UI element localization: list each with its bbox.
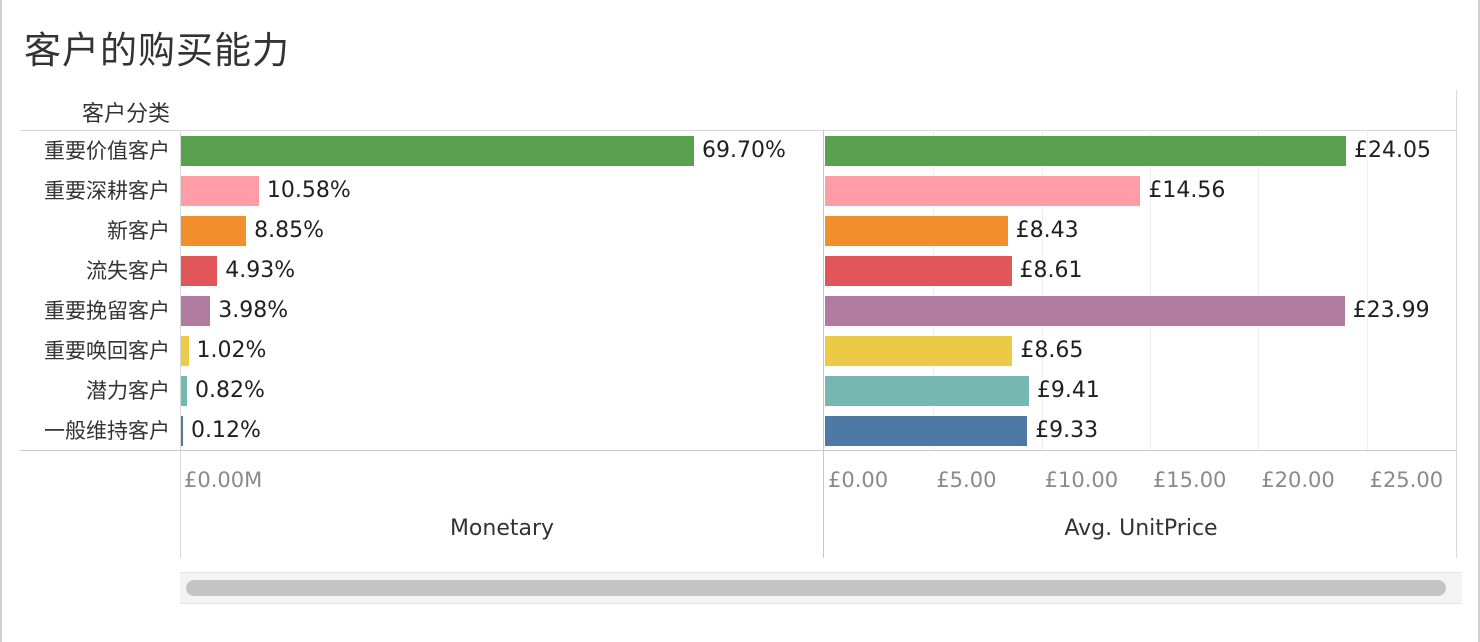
x-tick-label: £10.00: [1044, 468, 1119, 492]
x-axis-title: Monetary: [449, 516, 555, 541]
data-label: £24.05: [1354, 138, 1431, 163]
bar-unitprice: [825, 256, 1012, 286]
bar-monetary: [181, 336, 189, 366]
category-label: 一般维持客户: [44, 419, 170, 443]
axis-baseline: [20, 450, 1457, 451]
bar-monetary: [181, 416, 183, 446]
x-tick-label: £20.00: [1261, 468, 1335, 492]
gridline: [1366, 130, 1368, 450]
data-label: £8.43: [1015, 218, 1079, 243]
bar-monetary: [181, 136, 694, 166]
category-label: 重要深耕客户: [44, 179, 170, 203]
bar-monetary: [181, 256, 218, 286]
bar-unitprice: [825, 376, 1029, 406]
data-label: 4.93%: [225, 258, 296, 283]
data-label: 8.85%: [254, 218, 325, 243]
data-label: 0.82%: [195, 378, 265, 403]
x-axis-title: Avg. UnitPrice: [1064, 516, 1218, 541]
data-label: 69.70%: [702, 138, 786, 163]
gridline: [1258, 130, 1260, 450]
frame-left-border: [0, 0, 2, 642]
category-label: 潜力客户: [86, 379, 170, 403]
bar-unitprice: [825, 416, 1028, 446]
x-tick-label: £0.00M: [184, 468, 263, 492]
data-label: 0.12%: [191, 418, 261, 443]
data-label: 10.58%: [266, 178, 351, 203]
panel-divider: [823, 130, 824, 558]
data-label: £9.33: [1035, 418, 1099, 443]
category-label: 重要价值客户: [44, 139, 170, 163]
chart-title: 客户的购买能力: [24, 29, 290, 72]
header-divider-line: [20, 130, 1457, 131]
x-tick-label: £0.00: [828, 468, 889, 492]
bar-unitprice: [825, 336, 1013, 366]
data-label: 3.98%: [218, 298, 289, 323]
category-label: 新客户: [107, 219, 170, 243]
data-label: £8.65: [1020, 338, 1084, 363]
data-label: 1.02%: [196, 338, 267, 363]
bar-unitprice: [825, 136, 1346, 166]
bar-unitprice: [825, 296, 1345, 326]
bar-monetary: [181, 376, 188, 406]
data-label: £14.56: [1148, 178, 1226, 203]
x-tick-label: £15.00: [1152, 468, 1227, 492]
data-label: £8.61: [1019, 258, 1083, 283]
x-tick-label: £25.00: [1369, 468, 1444, 492]
bar-monetary: [181, 176, 259, 206]
x-tick-label: £5.00: [936, 468, 997, 492]
gridline: [1149, 130, 1151, 450]
bar-unitprice: [825, 216, 1008, 246]
category-label: 重要唤回客户: [44, 339, 170, 363]
category-label: 流失客户: [86, 259, 170, 283]
frame-right-border: [1478, 0, 1480, 642]
gridline: [1041, 130, 1043, 450]
bar-monetary: [181, 296, 211, 326]
data-label: £23.99: [1352, 298, 1430, 323]
data-label: £9.41: [1036, 378, 1100, 403]
gridline: [933, 130, 935, 450]
row-header-label: 客户分类: [81, 102, 170, 127]
panel-right-border: [1456, 90, 1457, 558]
bar-monetary: [181, 216, 247, 246]
panel-left-border: [180, 130, 181, 558]
category-label: 重要挽留客户: [44, 299, 170, 323]
bar-unitprice: [825, 176, 1141, 206]
horizontal-scrollbar-thumb[interactable]: [186, 580, 1446, 596]
